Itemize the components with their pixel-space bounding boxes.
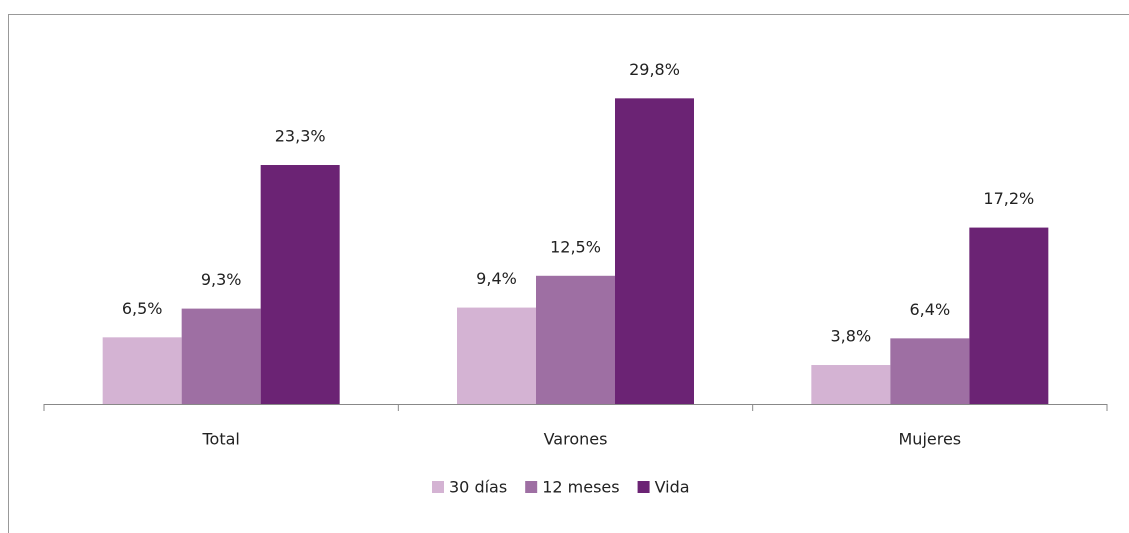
x-tick-label: Varones [544,430,608,449]
legend-swatch [525,481,538,493]
bar [102,337,182,404]
legend-label: 30 días [449,478,507,497]
bar [181,308,261,404]
bar [457,307,536,404]
bar [811,365,891,404]
data-label: 29,8% [629,60,680,79]
data-label: 9,3% [201,270,242,289]
data-label: 12,5% [550,237,601,256]
bar [890,338,970,404]
bar [260,165,340,404]
legend-swatch [637,481,650,493]
legend-label: Vida [655,478,690,497]
data-label: 23,3% [275,127,326,146]
bar [969,227,1049,404]
bar [536,275,615,404]
x-tick-label: Total [201,430,239,449]
data-label: 6,4% [910,300,951,319]
legend-swatch [432,481,444,493]
data-label: 6,5% [122,299,163,318]
bar [615,98,694,404]
x-tick-label: Mujeres [899,430,962,449]
data-label: 9,4% [476,269,517,288]
legend-label: 12 meses [542,478,619,497]
data-label: 3,8% [831,327,872,346]
data-label: 17,2% [983,189,1034,208]
